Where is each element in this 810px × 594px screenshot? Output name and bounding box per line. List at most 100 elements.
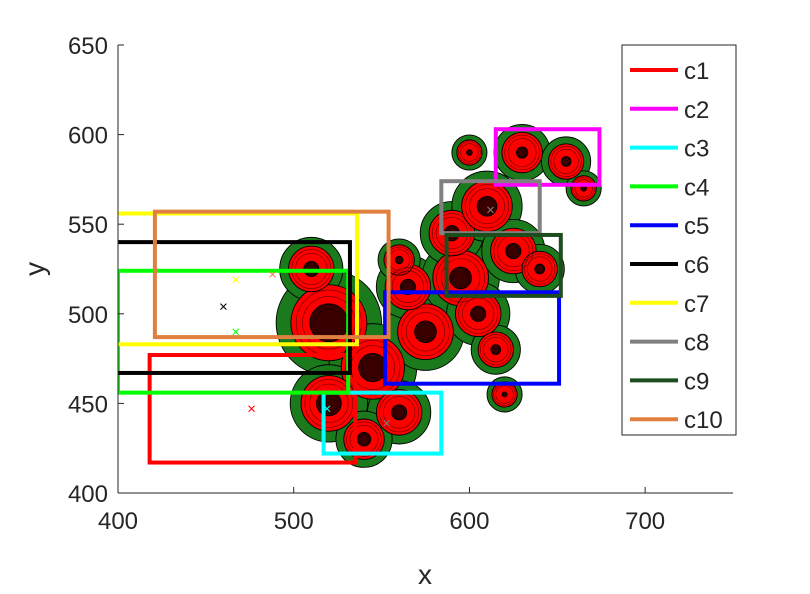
y-axis-label: y [19, 262, 50, 276]
box-c9 [444, 232, 563, 298]
legend-item-c3: c3 [630, 136, 709, 163]
contour-ring-c-12 [507, 245, 520, 258]
ticks: 400 500 600 700 400 450 500 550 600 650 [68, 33, 665, 535]
contour-inner-5 [356, 432, 372, 447]
y-tick-label-600: 600 [68, 123, 108, 150]
box-c10 [152, 209, 391, 340]
legend-label-c8: c8 [684, 330, 709, 357]
x-tick-label-500: 500 [274, 508, 314, 535]
contour-inner-15 [516, 146, 529, 159]
legend: c1 c2 c3 c4 c5 c6 c7 c8 c9 c10 [621, 44, 737, 436]
contour-ring-a-15 [504, 134, 540, 171]
box-c3 [321, 390, 444, 456]
contour-ring-b-4 [383, 396, 416, 429]
contour-density-layer [275, 123, 602, 468]
y-tick-label-400: 400 [68, 481, 108, 508]
contour-ring-c-8 [452, 269, 470, 287]
legend-item-c8: c8 [630, 330, 709, 357]
x-tick-label-700: 700 [625, 508, 665, 535]
legend-item-c4: c4 [630, 174, 709, 201]
contour-ring-c-4 [393, 406, 406, 419]
center-marker-1 [323, 405, 331, 413]
contour-ring-b-18 [460, 143, 479, 162]
contour-ring-c-15 [517, 148, 527, 158]
legend-label-c4: c4 [684, 174, 709, 201]
cluster-boxes [118, 127, 602, 465]
contour-ring-b-11 [469, 188, 505, 225]
legend-label-c10: c10 [684, 407, 723, 434]
center-marker-4 [269, 271, 276, 278]
contour-ring-b-17 [574, 179, 593, 198]
x-axis-label: x [418, 559, 432, 590]
contour-ring-b-6 [405, 312, 446, 352]
contour-inner-4 [391, 404, 408, 421]
legend-item-c2: c2 [630, 97, 709, 124]
contour-ring-a-18 [458, 141, 481, 164]
contour-inner-8 [449, 266, 472, 290]
contour-ring-a-20 [385, 246, 413, 274]
contour-ring-c-9 [472, 307, 485, 320]
contour-ring-a-5 [346, 421, 382, 457]
contour-inner-1 [358, 353, 388, 383]
contour-ring-c-16 [562, 157, 571, 166]
legend-label-c7: c7 [684, 291, 709, 318]
contour-inner-14 [490, 344, 502, 356]
y-tick-label-500: 500 [68, 302, 108, 329]
x-tick-label-600: 600 [449, 508, 489, 535]
contour-ring-c-20 [395, 256, 403, 264]
contour-ring-c-11 [479, 198, 495, 214]
y-tick-label-450: 450 [68, 391, 108, 418]
contour-ring-c-5 [358, 433, 370, 445]
legend-item-c7: c7 [630, 291, 709, 318]
legend-label-c3: c3 [684, 136, 709, 163]
center-marker-2 [232, 328, 240, 336]
contour-ring-a-11 [464, 184, 510, 229]
center-marker-7 [487, 206, 494, 214]
contour-inner-20 [394, 255, 404, 265]
legend-label-c9: c9 [684, 368, 709, 395]
box-c6 [118, 240, 352, 375]
contour-ring-a-17 [572, 177, 595, 200]
center-marker-6 [383, 419, 391, 427]
axes [117, 45, 733, 494]
contour-inner-2 [316, 390, 342, 417]
contour-ring-b-13 [527, 256, 553, 282]
legend-box [621, 44, 737, 436]
contour-ring-a-14 [480, 334, 512, 366]
contour-ring-b-7 [391, 270, 425, 304]
legend-label-c1: c1 [684, 58, 709, 85]
box-c2 [493, 127, 602, 187]
x-tick-label-400: 400 [98, 508, 138, 535]
contour-inner-9 [470, 305, 487, 322]
contour-ring-c-14 [491, 345, 500, 354]
contour-inner-11 [476, 195, 498, 217]
center-markers [220, 206, 494, 427]
contour-ring-c-13 [535, 265, 544, 273]
contour-ring-c-18 [467, 150, 472, 155]
y-tick-label-650: 650 [68, 33, 108, 60]
contour-ring-b-9 [462, 297, 495, 330]
legend-item-c9: c9 [630, 368, 709, 395]
legend-label-c2: c2 [684, 97, 709, 124]
y-tick-label-550: 550 [68, 212, 108, 239]
contour-ring-a-2 [304, 379, 354, 428]
contour-inner-13 [534, 263, 546, 275]
legend-label-c5: c5 [684, 213, 709, 240]
contour-ring-a-16 [550, 145, 582, 178]
legend-item-c1: c1 [630, 58, 709, 85]
legend-label-c6: c6 [684, 252, 709, 279]
contour-inner-12 [505, 243, 522, 260]
center-marker-3 [232, 276, 240, 284]
contour-ring-a-6 [401, 307, 450, 356]
contour-inner-16 [560, 156, 572, 167]
contour-ring-b-16 [553, 148, 579, 175]
center-marker-0 [248, 405, 255, 413]
contour-ring-a-13 [524, 253, 556, 285]
center-marker-5 [220, 303, 227, 310]
box-c1 [147, 353, 358, 465]
contour-ring-b-2 [309, 383, 349, 424]
contour-inner-19 [501, 391, 508, 398]
legend-item-c5: c5 [630, 213, 709, 240]
contour-inner-6 [414, 320, 437, 343]
